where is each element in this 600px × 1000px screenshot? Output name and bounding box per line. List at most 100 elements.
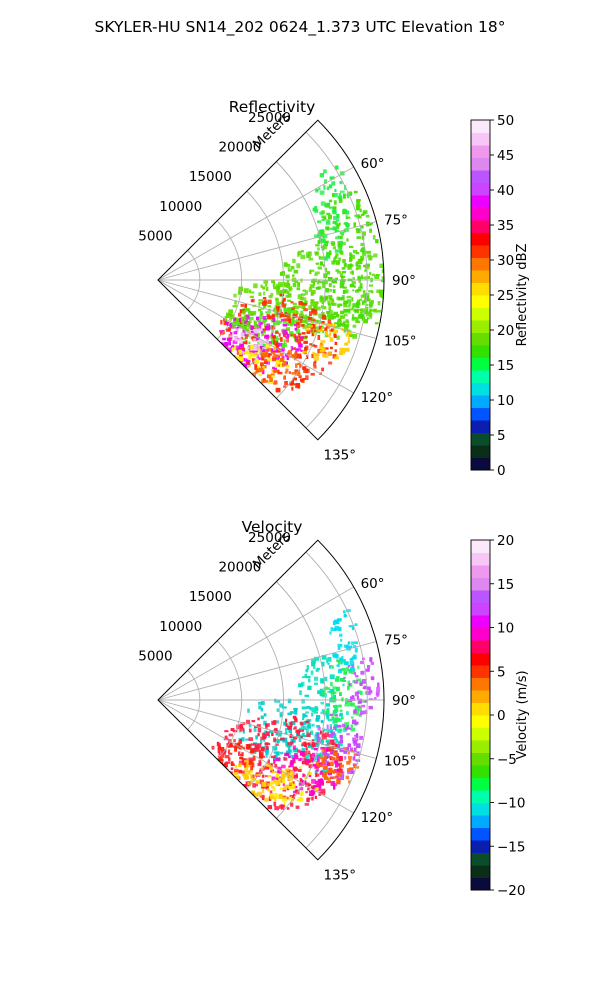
colorbar-swatch bbox=[471, 765, 490, 778]
colorbar-tick-label: −5 bbox=[497, 752, 517, 768]
colorbar-swatch bbox=[471, 877, 490, 891]
azimuth-spoke bbox=[157, 586, 354, 701]
range-tick-label: 25000 bbox=[248, 110, 291, 126]
colorbar-swatch bbox=[471, 802, 490, 816]
azimuth-tick-label: 120° bbox=[361, 810, 394, 826]
colorbar-tick-label: −10 bbox=[497, 796, 526, 812]
echo-cell bbox=[302, 322, 352, 361]
colorbar-swatch bbox=[471, 740, 490, 753]
colorbar-tick-label: 50 bbox=[497, 113, 514, 129]
colorbar-swatch bbox=[471, 840, 490, 853]
colorbar-swatch bbox=[471, 665, 490, 678]
colorbar-swatch bbox=[471, 245, 490, 258]
colorbar-swatch bbox=[471, 395, 490, 408]
colorbar-swatch bbox=[471, 865, 490, 878]
azimuth-spoke bbox=[157, 279, 377, 339]
range-tick-label: 5000 bbox=[138, 648, 172, 664]
azimuth-tick-label: 135° bbox=[324, 868, 357, 884]
range-tick-label: 25000 bbox=[248, 530, 291, 546]
azimuth-tick-label: 90° bbox=[392, 273, 416, 289]
colorbar-tick-label: 20 bbox=[497, 533, 514, 549]
colorbar-swatch bbox=[471, 407, 490, 421]
colorbar-tick-label: 45 bbox=[497, 148, 514, 164]
colorbar-swatch bbox=[471, 615, 490, 628]
range-tick-label: 20000 bbox=[218, 560, 261, 576]
azimuth-spoke bbox=[157, 699, 354, 814]
echo-cell bbox=[329, 609, 358, 674]
reflectivity-range-ticks: 5000 10000 15000 20000 25000 bbox=[138, 110, 291, 244]
velocity-panel: Velocity 5000 10000 15000 20000 25000 60° 75°… bbox=[138, 518, 530, 899]
colorbar-swatch bbox=[471, 852, 490, 866]
colorbar-tick-label: 0 bbox=[497, 708, 506, 724]
azimuth-tick-label: 120° bbox=[361, 390, 394, 406]
velocity-colorbar bbox=[470, 539, 491, 891]
echo-cell bbox=[315, 746, 360, 785]
colorbar-swatch bbox=[471, 815, 490, 828]
colorbar-tick-label: 20 bbox=[497, 323, 514, 339]
range-tick-label: 5000 bbox=[138, 228, 172, 244]
colorbar-tick-label: 25 bbox=[497, 288, 514, 304]
colorbar-tick-label: 35 bbox=[497, 218, 514, 234]
colorbar-swatch bbox=[471, 270, 490, 283]
colorbar-swatch bbox=[471, 207, 490, 221]
azimuth-spoke bbox=[157, 699, 377, 759]
colorbar-tick-label: 30 bbox=[497, 253, 514, 269]
colorbar-swatch bbox=[471, 827, 490, 841]
velocity-grid bbox=[157, 539, 385, 861]
velocity-colorbar-ticks: −20 −15 −10 −5 0 5 10 15 20 bbox=[490, 533, 526, 899]
velocity-colorbar-label: Velocity (m/s) bbox=[515, 670, 530, 759]
colorbar-tick-label: 40 bbox=[497, 183, 514, 199]
colorbar-swatch bbox=[471, 752, 490, 766]
colorbar-swatch bbox=[471, 552, 490, 566]
sector-frame bbox=[157, 119, 385, 441]
colorbar-swatch bbox=[471, 195, 490, 208]
colorbar-swatch bbox=[471, 357, 490, 371]
colorbar-swatch bbox=[471, 627, 490, 641]
colorbar-swatch bbox=[471, 457, 490, 471]
azimuth-tick-label: 75° bbox=[384, 632, 408, 648]
colorbar-tick-label: 0 bbox=[497, 463, 506, 479]
colorbar-swatch bbox=[471, 652, 490, 666]
reflectivity-colorbar bbox=[470, 119, 491, 471]
colorbar-swatch bbox=[471, 307, 490, 321]
reflectivity-grid bbox=[157, 119, 385, 441]
echo-cell bbox=[224, 305, 264, 330]
echo-cell bbox=[315, 190, 379, 328]
colorbar-swatch bbox=[471, 715, 490, 728]
colorbar-swatch bbox=[471, 565, 490, 578]
azimuth-tick-label: 90° bbox=[392, 693, 416, 709]
colorbar-swatch bbox=[471, 420, 490, 433]
colorbar-tick-label: 5 bbox=[497, 664, 506, 680]
colorbar-swatch bbox=[471, 232, 490, 246]
colorbar-tick-label: −20 bbox=[497, 883, 526, 899]
colorbar-swatch bbox=[471, 132, 490, 146]
azimuth-spoke bbox=[157, 641, 377, 701]
colorbar-tick-label: 15 bbox=[497, 358, 514, 374]
colorbar-swatch bbox=[471, 590, 490, 603]
azimuth-tick-label: 60° bbox=[361, 156, 385, 172]
echo-cell bbox=[212, 293, 338, 393]
echo-cell bbox=[312, 165, 350, 261]
colorbar-swatch bbox=[471, 332, 490, 346]
colorbar-swatch bbox=[471, 540, 490, 553]
azimuth-tick-label: 60° bbox=[361, 576, 385, 592]
colorbar-swatch bbox=[471, 677, 490, 691]
colorbar-tick-label: 10 bbox=[497, 393, 514, 409]
reflectivity-echo-field bbox=[212, 165, 385, 393]
colorbar-swatch bbox=[471, 702, 490, 716]
colorbar-swatch bbox=[471, 145, 490, 158]
colorbar-swatch bbox=[471, 182, 490, 196]
reflectivity-colorbar-label: Reflectivity dBZ bbox=[515, 244, 530, 347]
colorbar-swatch bbox=[471, 445, 490, 458]
azimuth-tick-label: 105° bbox=[384, 334, 417, 350]
figure-title: SKYLER-HU SN14_202 0624_1.373 UTC Elevat… bbox=[95, 18, 506, 37]
colorbar-swatch bbox=[471, 282, 490, 296]
colorbar-swatch bbox=[471, 577, 490, 591]
colorbar-tick-label: 10 bbox=[497, 621, 514, 637]
colorbar-swatch bbox=[471, 602, 490, 616]
colorbar-swatch bbox=[471, 220, 490, 233]
colorbar-swatch bbox=[471, 370, 490, 383]
colorbar-swatch bbox=[471, 120, 490, 133]
reflectivity-colorbar-ticks: 0 5 10 15 20 25 30 35 40 45 50 bbox=[490, 113, 514, 479]
